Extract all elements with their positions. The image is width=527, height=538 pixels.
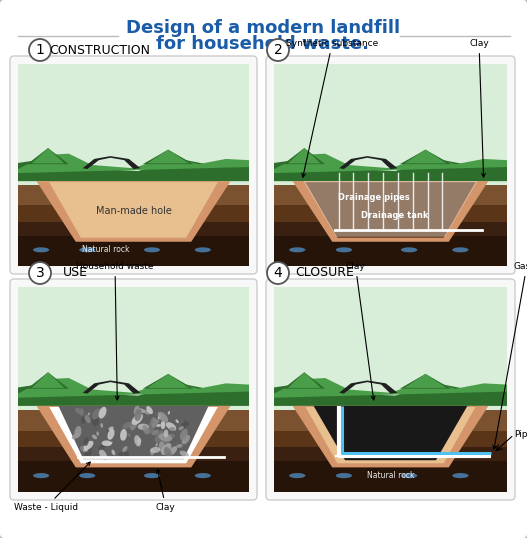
Polygon shape [143, 150, 193, 164]
Ellipse shape [147, 406, 153, 414]
Ellipse shape [108, 427, 114, 430]
Text: Man-made hole: Man-made hole [95, 207, 171, 216]
Text: Synthetic substance: Synthetic substance [286, 39, 378, 177]
Polygon shape [18, 157, 249, 181]
Text: USE: USE [63, 266, 87, 280]
Ellipse shape [401, 247, 417, 252]
Ellipse shape [84, 448, 92, 458]
Circle shape [267, 39, 289, 61]
Ellipse shape [74, 426, 82, 438]
Text: for household waste.: for household waste. [157, 35, 369, 53]
Ellipse shape [80, 446, 91, 452]
Polygon shape [292, 181, 489, 242]
Ellipse shape [151, 419, 157, 430]
Ellipse shape [75, 408, 83, 414]
Polygon shape [405, 374, 446, 388]
Polygon shape [274, 154, 507, 173]
Ellipse shape [150, 448, 154, 456]
Polygon shape [148, 374, 189, 388]
Ellipse shape [138, 408, 145, 413]
Ellipse shape [134, 406, 140, 416]
Ellipse shape [169, 446, 177, 455]
Ellipse shape [99, 407, 106, 419]
FancyBboxPatch shape [10, 279, 257, 500]
Bar [18, 64, 249, 185]
Polygon shape [32, 148, 64, 164]
Ellipse shape [99, 450, 107, 460]
Ellipse shape [289, 473, 306, 478]
Ellipse shape [151, 419, 160, 424]
Ellipse shape [179, 426, 184, 430]
Ellipse shape [122, 446, 128, 452]
Ellipse shape [96, 431, 99, 436]
Text: Waste - Liquid: Waste - Liquid [14, 462, 90, 512]
Polygon shape [274, 381, 507, 406]
Ellipse shape [181, 422, 189, 428]
Bar [18, 287, 249, 410]
Text: Pipes: Pipes [514, 430, 527, 439]
Bar [18, 181, 249, 206]
Text: Natural rock: Natural rock [367, 471, 414, 480]
Ellipse shape [101, 423, 103, 428]
Text: Drainage pipes: Drainage pipes [338, 193, 410, 202]
Ellipse shape [107, 427, 113, 437]
Ellipse shape [159, 433, 172, 442]
Ellipse shape [122, 422, 132, 429]
Ellipse shape [164, 447, 172, 458]
Ellipse shape [91, 413, 99, 426]
Ellipse shape [132, 413, 143, 425]
FancyBboxPatch shape [10, 56, 257, 274]
Ellipse shape [119, 451, 129, 457]
Polygon shape [32, 372, 64, 388]
Ellipse shape [336, 473, 352, 478]
Bar [274, 441, 507, 461]
Ellipse shape [401, 473, 417, 478]
Polygon shape [18, 154, 249, 173]
Polygon shape [306, 182, 475, 238]
Ellipse shape [109, 442, 113, 445]
Ellipse shape [452, 247, 469, 252]
Ellipse shape [452, 473, 469, 478]
Bar [18, 427, 249, 447]
Text: Drainage tank: Drainage tank [362, 211, 429, 220]
Ellipse shape [92, 435, 97, 440]
Ellipse shape [180, 429, 188, 440]
Ellipse shape [137, 438, 141, 444]
Ellipse shape [150, 420, 154, 423]
Ellipse shape [184, 420, 187, 423]
Polygon shape [36, 406, 230, 468]
Ellipse shape [144, 473, 160, 478]
Ellipse shape [168, 411, 170, 414]
Polygon shape [83, 380, 140, 394]
Bar [274, 216, 507, 236]
Bar [18, 225, 249, 266]
Polygon shape [284, 372, 325, 388]
Ellipse shape [79, 247, 95, 252]
Bar [274, 451, 507, 492]
Ellipse shape [148, 422, 154, 434]
Polygon shape [284, 148, 325, 164]
Ellipse shape [169, 448, 175, 453]
Text: Design of a modern landfill: Design of a modern landfill [126, 19, 400, 37]
Ellipse shape [81, 416, 86, 424]
Ellipse shape [156, 424, 161, 427]
Bar [274, 64, 507, 185]
Ellipse shape [80, 408, 84, 416]
Polygon shape [339, 380, 397, 394]
Ellipse shape [33, 247, 49, 252]
Polygon shape [58, 406, 209, 459]
Ellipse shape [130, 419, 138, 430]
Ellipse shape [151, 430, 159, 435]
Text: Clay: Clay [156, 469, 175, 512]
FancyBboxPatch shape [266, 56, 515, 274]
Ellipse shape [99, 444, 105, 450]
Ellipse shape [144, 247, 160, 252]
Ellipse shape [155, 430, 164, 443]
Text: 1: 1 [35, 43, 44, 57]
Polygon shape [400, 150, 451, 164]
Polygon shape [36, 181, 230, 242]
Ellipse shape [33, 473, 49, 478]
Ellipse shape [142, 425, 149, 435]
Polygon shape [274, 378, 507, 398]
